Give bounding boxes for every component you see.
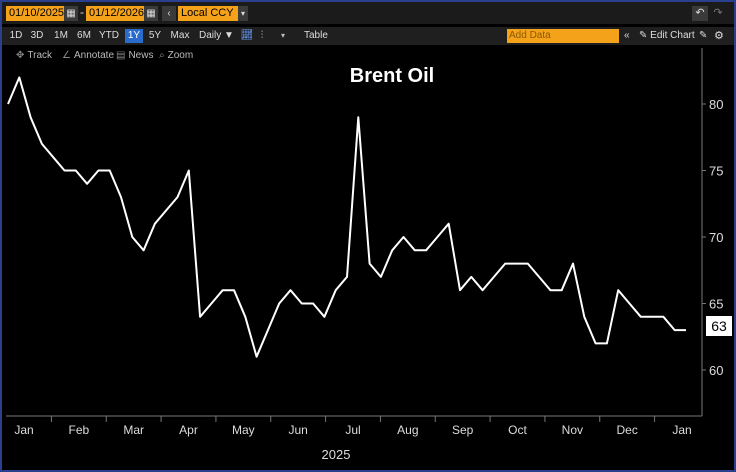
x-tick-label: Feb (68, 423, 89, 437)
pencil-icon: ✎ (639, 30, 648, 41)
period-6m[interactable]: 6M (77, 30, 91, 41)
undo-icon[interactable]: ↶ (692, 6, 708, 21)
x-tick-label: May (232, 423, 255, 437)
gear-icon[interactable]: ⚙ (714, 30, 724, 42)
news-label: News (128, 50, 154, 61)
bar-chart-icon[interactable]: ⫶ (260, 30, 264, 41)
chart-title: Brent Oil (350, 65, 434, 87)
crosshair-icon: ✥ (16, 50, 25, 61)
annotate-label: Annotate (73, 50, 115, 61)
last-value-label: 63 (711, 318, 727, 334)
y-tick-label: 80 (709, 97, 723, 112)
prev-period-icon[interactable]: ‹ (162, 6, 176, 21)
frequency-select[interactable]: Daily ▼ (199, 30, 234, 41)
end-date-field[interactable]: 01/12/2026 (86, 6, 144, 21)
toolbar-periods: 1D 3D 1M 6M YTD 1Y 5Y Max Daily ▼ 📈︎ ⫶ ▾… (2, 27, 734, 45)
period-5y[interactable]: 5Y (148, 30, 162, 41)
y-tick-label: 65 (709, 297, 723, 312)
y-tick-label: 60 (709, 363, 723, 378)
y-tick-label: 75 (709, 164, 723, 179)
x-tick-label: Mar (123, 423, 144, 437)
add-data-input[interactable]: Add Data (507, 29, 619, 43)
period-1y[interactable]: 1Y (125, 29, 143, 43)
edit-chart-button[interactable]: ✎ Edit Chart (639, 29, 695, 43)
x-tick-label: Apr (179, 423, 198, 437)
zoom-icon: ⌕ (159, 50, 165, 61)
toolbar-dates: 01/10/2025 ▦ - 01/12/2026 ▦ ‹ Local CCY … (2, 2, 734, 24)
x-tick-label: Dec (616, 423, 637, 437)
more-options-icon[interactable]: ▾ (280, 31, 285, 40)
x-tick-label: Nov (562, 423, 583, 437)
start-calendar-icon[interactable]: ▦ (64, 6, 78, 21)
year-label: 2025 (322, 447, 351, 462)
x-tick-label: Jan (672, 423, 691, 437)
line-chart-icon[interactable]: 📈︎ (240, 30, 254, 41)
collapse-icon[interactable]: « (624, 30, 630, 41)
news-tool[interactable]: ▤ News (116, 49, 153, 63)
currency-select[interactable]: Local CCY (178, 6, 238, 21)
news-icon: ▤ (116, 50, 126, 61)
period-1d[interactable]: 1D (9, 30, 23, 41)
x-tick-label: Oct (508, 423, 527, 437)
chart-tools: ✥ Track ∠ Annotate ▤ News ⌕ Zoom (2, 48, 202, 64)
track-label: Track (27, 50, 53, 61)
frequency-label: Daily (199, 30, 222, 41)
x-tick-label: Sep (452, 423, 474, 437)
period-1m[interactable]: 1M (54, 30, 68, 41)
y-tick-label: 70 (709, 230, 723, 245)
period-ytd[interactable]: YTD (99, 30, 119, 41)
series-line-brent (7, 76, 686, 358)
edit-chart-label: Edit Chart (650, 30, 695, 41)
zoom-tool[interactable]: ⌕ Zoom (159, 49, 193, 63)
edit-icon[interactable]: ✎ (699, 30, 708, 41)
x-tick-label: Jan (14, 423, 33, 437)
period-max[interactable]: Max (170, 30, 190, 41)
x-tick-label: Aug (397, 423, 418, 437)
last-value-badge (706, 316, 732, 336)
zoom-label: Zoom (167, 50, 194, 61)
end-calendar-icon[interactable]: ▦ (144, 6, 158, 21)
track-tool[interactable]: ✥ Track (16, 49, 52, 63)
date-separator: - (80, 5, 84, 19)
period-3d[interactable]: 3D (30, 30, 44, 41)
table-button[interactable]: Table (304, 30, 328, 41)
start-date-field[interactable]: 01/10/2025 (6, 6, 64, 21)
currency-dropdown-icon[interactable]: ▾ (238, 6, 248, 21)
redo-icon[interactable]: ↷ (713, 7, 723, 19)
annotate-icon: ∠ (62, 50, 71, 61)
annotate-tool[interactable]: ∠ Annotate (62, 49, 114, 63)
x-tick-label: Jul (345, 423, 360, 437)
x-tick-label: Jun (288, 423, 307, 437)
